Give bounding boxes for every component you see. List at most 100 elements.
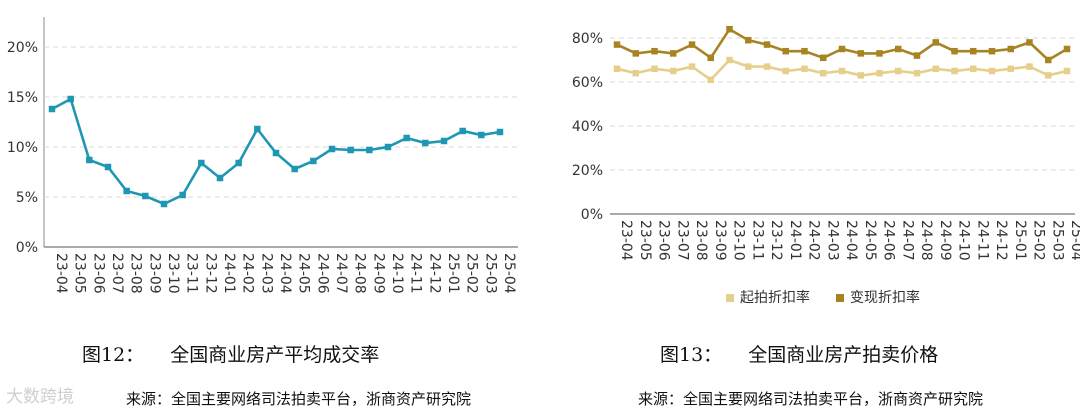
watermark-logo: 大数跨境 [6,387,74,407]
legend-item: 起拍折扣率 [726,289,810,306]
x-tick-label: 23-10 [165,253,181,294]
x-tick-label: 24-01 [787,220,803,261]
x-tick-label: 25-01 [1012,220,1028,261]
x-tick-label: 25-03 [1049,220,1065,261]
y-tick-label: 10% [7,140,38,156]
data-point [142,192,149,200]
x-tick-label: 24-02 [806,220,822,261]
y-tick-label: 15% [7,90,38,106]
x-tick-label: 24-10 [389,253,405,294]
x-tick-label: 24-05 [296,253,312,294]
y-tick-label: 0% [16,240,38,256]
data-point [1045,72,1052,79]
x-tick-label: 24-07 [899,220,915,261]
data-point [670,67,677,75]
data-point [422,139,429,147]
data-point [440,137,448,145]
legend-item: 变现折扣率 [836,289,920,306]
data-point [688,63,696,70]
x-tick-label: 24-03 [258,253,274,294]
data-point [763,63,771,70]
y-tick-label: 5% [16,190,38,206]
data-point [123,187,130,195]
y-tick-label: 20% [7,40,38,56]
y-tick-label: 60% [572,75,603,91]
x-tick-label: 23-12 [202,253,218,294]
x-tick-label: 24-08 [352,253,368,294]
data-point [726,56,733,64]
data-point [613,65,621,73]
y-tick-label: 40% [572,119,603,135]
data-point [782,67,789,75]
x-tick-label: 23-12 [768,220,784,261]
x-tick-label: 25-04 [501,253,517,294]
data-point [820,54,827,62]
x-tick-label: 24-06 [314,253,330,294]
data-point [801,47,808,55]
legend-label: 起拍折扣率 [740,289,810,306]
data-point [1045,56,1052,64]
data-point [876,69,883,77]
data-point [632,69,639,77]
data-point [651,65,658,73]
x-tick-label: 25-02 [464,253,480,294]
data-point [838,67,846,75]
data-point [763,41,771,48]
x-tick-label: 23-09 [712,220,728,261]
x-tick-label: 23-07 [674,220,690,261]
x-tick-label: 23-07 [109,253,125,294]
data-point [951,47,958,55]
data-point [913,52,921,59]
x-tick-label: 23-05 [72,253,88,294]
x-tick-label: 24-07 [333,253,349,294]
data-point [310,157,317,165]
data-point [104,163,112,171]
chart-auction-price: 0%20%40%60%80%23-04 23-05 23-06 23-07 23-08 2… [572,25,1080,306]
legend-label: 变现折扣率 [850,289,920,306]
data-point [951,67,958,75]
x-tick-label: 24-04 [277,253,293,294]
data-point [1007,45,1014,53]
data-point [801,65,808,73]
source-note-left: 来源：全国主要网络司法拍卖平台，浙商资产研究院 [126,390,472,408]
x-tick-label: 24-01 [221,253,237,294]
data-point [745,63,752,70]
data-point [707,54,714,62]
data-point [913,69,921,77]
x-tick-label: 25-04 [1068,220,1080,261]
legend-marker [726,294,734,302]
x-tick-label: 23-08 [693,220,709,261]
x-tick-label: 23-05 [637,220,653,261]
data-point [347,146,354,154]
x-tick-label: 23-06 [90,253,106,294]
data-point [1026,63,1033,70]
x-tick-label: 23-04 [618,220,634,261]
data-point [932,65,939,73]
x-tick-label: 24-09 [937,220,953,261]
x-tick-label: 24-12 [993,220,1009,261]
x-tick-label: 23-06 [656,220,672,261]
x-tick-label: 25-02 [1031,220,1047,261]
data-point [272,149,280,157]
x-tick-label: 24-10 [956,220,972,261]
data-point [820,69,827,77]
data-point [838,45,846,53]
x-tick-label: 24-11 [974,220,990,261]
data-point [86,156,93,164]
data-point [970,47,977,55]
data-point [254,125,261,133]
y-tick-label: 0% [581,207,603,223]
data-point [726,25,733,33]
legend-marker [836,294,844,302]
data-point [291,165,298,173]
data-point [48,105,56,113]
x-tick-label: 24-02 [240,253,256,294]
data-point [895,67,902,75]
data-point [328,145,336,153]
source-note-right: 来源：全国主要网络司法拍卖平台，浙商资产研究院 [638,390,984,408]
data-point [366,146,373,154]
figure-caption-right: 图13： 全国商业房产拍卖价格 [660,340,938,367]
data-point [384,143,392,151]
data-point [478,131,485,139]
data-point [707,76,714,84]
